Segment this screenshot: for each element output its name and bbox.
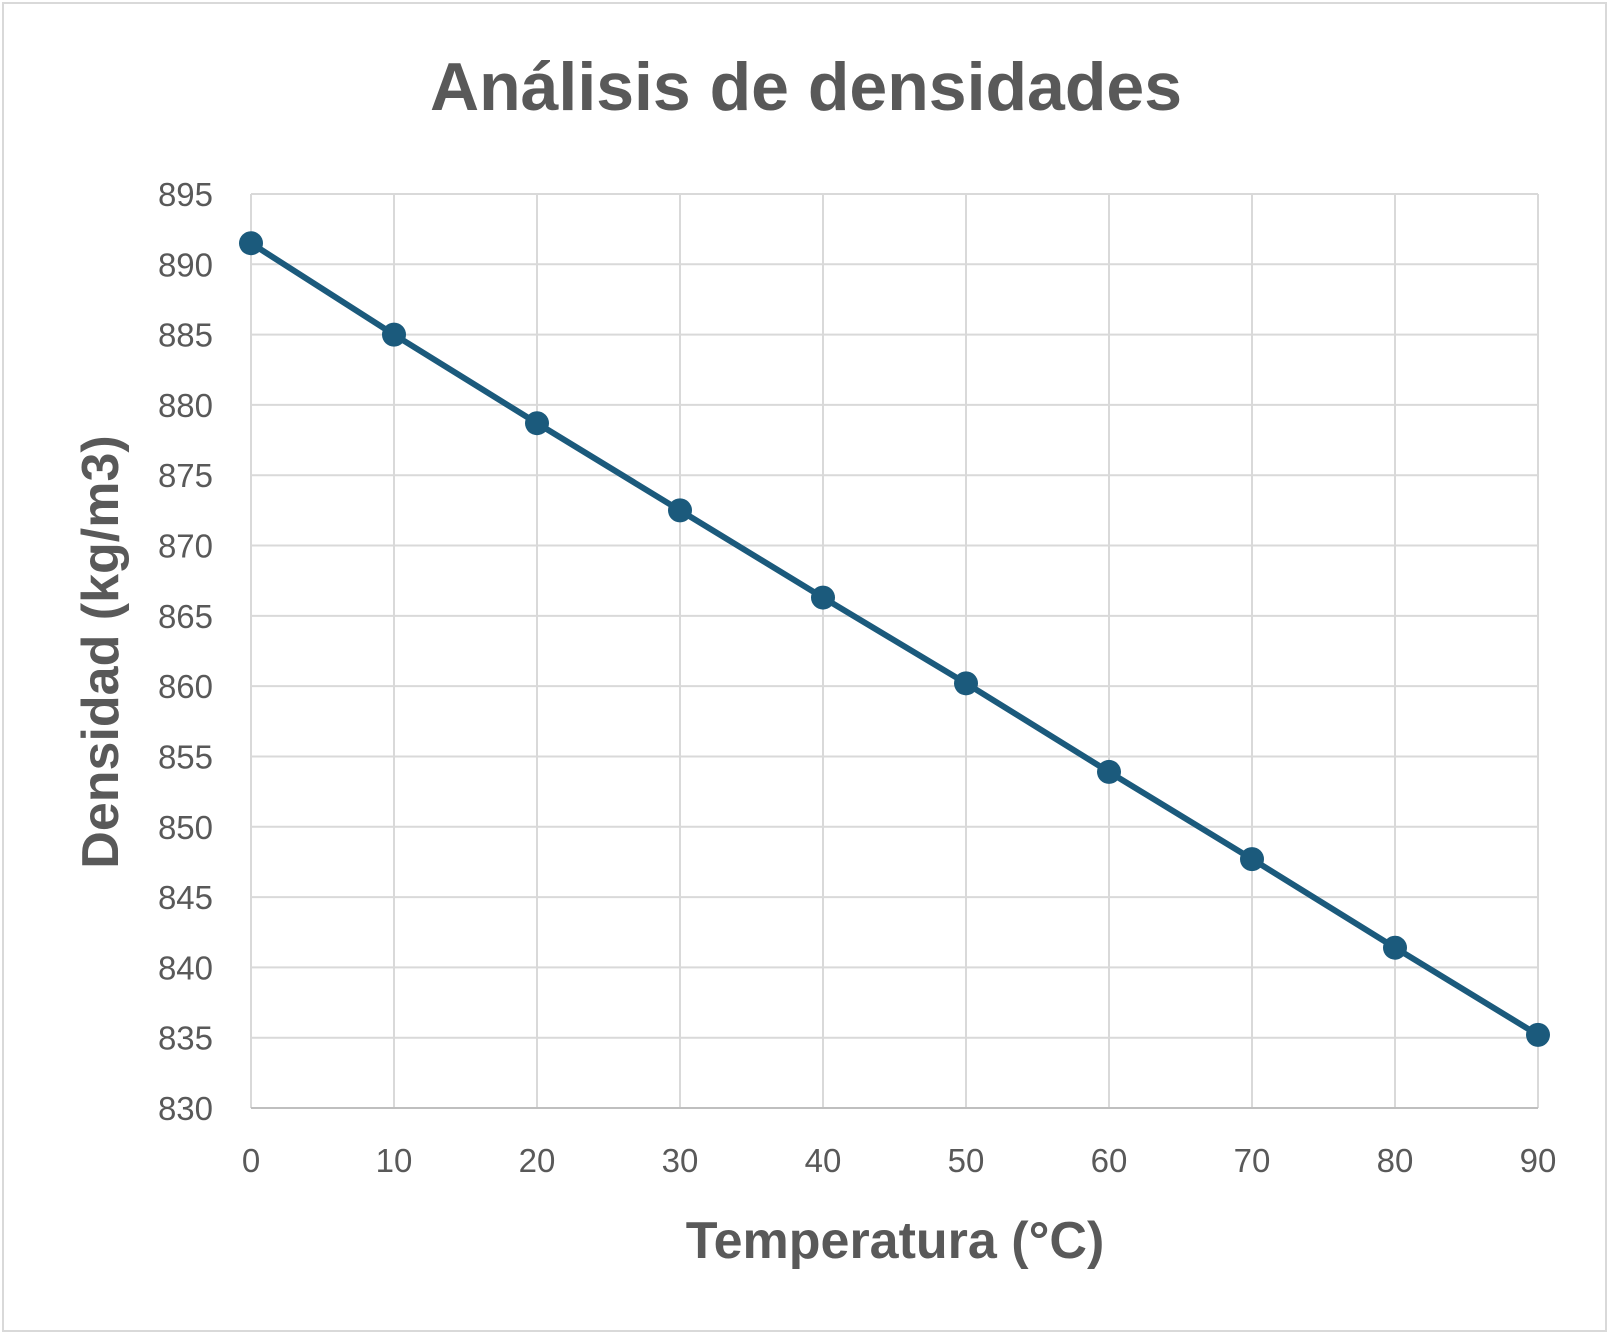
x-tick-label: 20 — [519, 1142, 556, 1179]
y-tick-label: 850 — [158, 809, 213, 846]
y-tick-label: 860 — [158, 668, 213, 705]
y-tick-label: 875 — [158, 457, 213, 494]
data-point — [382, 322, 406, 347]
chart-title: Análisis de densidades — [430, 49, 1182, 125]
tick-labels: 830 835 840 845 850 855 860 865 870 875 880 885 890 8… — [158, 176, 1556, 1179]
y-tick-label: 840 — [158, 949, 213, 986]
y-tick-label: 845 — [158, 879, 213, 916]
x-tick-label: 40 — [805, 1142, 842, 1179]
y-tick-label: 830 — [158, 1090, 213, 1127]
data-series — [239, 231, 1550, 1047]
y-axis-title: Densidad (kg/m3) — [72, 435, 130, 868]
x-tick-label: 30 — [662, 1142, 699, 1179]
data-point — [954, 671, 978, 696]
x-tick-label: 10 — [376, 1142, 413, 1179]
x-axis-title: Temperatura (°C) — [686, 1212, 1105, 1270]
x-tick-label: 60 — [1091, 1142, 1128, 1179]
y-tick-label: 865 — [158, 598, 213, 635]
data-point — [1240, 847, 1264, 872]
data-point — [1097, 759, 1121, 784]
y-tick-label: 885 — [158, 317, 213, 354]
x-tick-label: 80 — [1377, 1142, 1414, 1179]
x-tick-label: 70 — [1234, 1142, 1271, 1179]
data-point — [668, 498, 692, 523]
x-tick-label: 50 — [948, 1142, 985, 1179]
x-tick-label: 0 — [242, 1142, 260, 1179]
y-tick-label: 880 — [158, 387, 213, 424]
x-tick-label: 90 — [1520, 1142, 1557, 1179]
data-point — [811, 585, 835, 610]
data-point — [239, 231, 263, 256]
y-tick-label: 895 — [158, 176, 213, 213]
y-tick-label: 870 — [158, 528, 213, 565]
data-point — [1383, 935, 1407, 960]
series-line — [248, 240, 1541, 1038]
y-tick-label: 855 — [158, 738, 213, 775]
data-point — [525, 411, 549, 436]
data-point — [1526, 1022, 1550, 1047]
grid-lines — [250, 193, 1539, 1108]
y-tick-label: 835 — [158, 1020, 213, 1057]
y-tick-label: 890 — [158, 246, 213, 283]
